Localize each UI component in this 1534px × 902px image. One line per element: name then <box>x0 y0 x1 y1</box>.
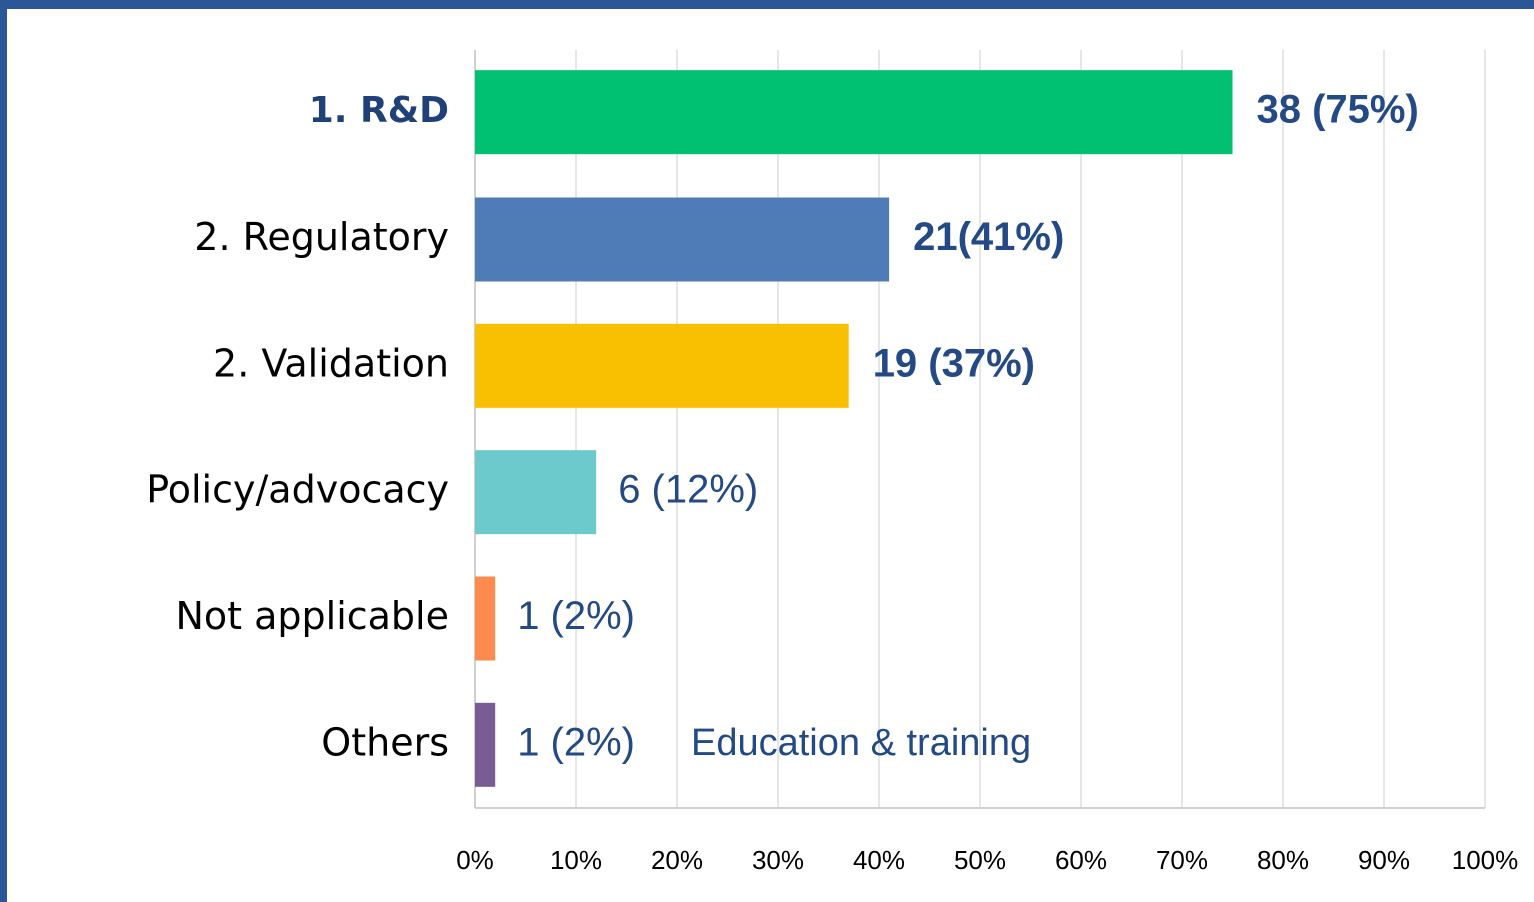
background <box>7 9 1534 902</box>
value-label: 38 (75%) <box>1257 88 1419 132</box>
y-tick-label: Not applicable <box>175 594 449 638</box>
bar <box>475 702 496 787</box>
value-label: 1 (2%) <box>517 720 635 764</box>
bar <box>475 323 849 408</box>
x-tick-label: 30% <box>752 845 804 875</box>
value-label: 6 (12%) <box>618 468 758 512</box>
x-tick-label: 0% <box>456 845 494 875</box>
x-tick-label: 40% <box>853 845 905 875</box>
x-tick-label: 70% <box>1156 845 1208 875</box>
x-tick-label: 20% <box>651 845 703 875</box>
bar <box>475 450 597 535</box>
bar <box>475 197 890 282</box>
bar <box>475 70 1233 155</box>
x-tick-label: 100% <box>1452 845 1519 875</box>
x-tick-label: 10% <box>550 845 602 875</box>
x-tick-label: 90% <box>1358 845 1410 875</box>
x-tick-label: 50% <box>954 845 1006 875</box>
x-tick-label: 80% <box>1257 845 1309 875</box>
y-tick-label: Others <box>321 720 449 764</box>
bar <box>475 576 496 661</box>
value-label: 19 (37%) <box>873 341 1035 385</box>
y-tick-label: 2. Regulatory <box>194 215 449 259</box>
y-tick-label: 2. Validation <box>213 341 449 385</box>
annotation: Education & training <box>691 722 1031 764</box>
y-tick-label: Policy/advocacy <box>146 468 449 512</box>
value-label: 1 (2%) <box>517 594 635 638</box>
value-label: 21(41%) <box>913 215 1064 259</box>
y-tick-label: 1. R&D <box>309 90 449 131</box>
x-tick-label: 60% <box>1055 845 1107 875</box>
